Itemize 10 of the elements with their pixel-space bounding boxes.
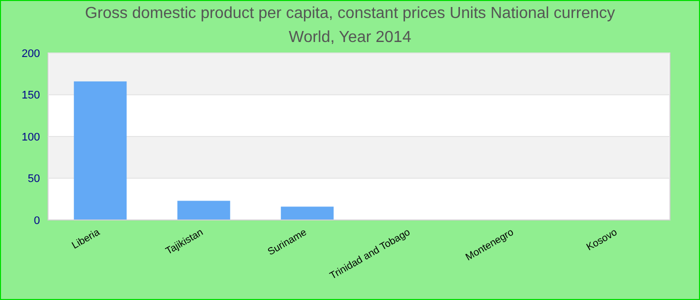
chart-title: Gross domestic product per capita, constant prices Units National currency (84, 5, 616, 22)
bar (177, 200, 230, 220)
y-tick-label: 150 (22, 90, 40, 102)
y-tick-label: 0 (34, 214, 40, 227)
y-tick-label: 200 (22, 48, 40, 60)
bar (74, 81, 127, 220)
chart-subtitle: World, Year 2014 (288, 29, 412, 46)
bar (280, 206, 334, 220)
y-tick-label: 100 (22, 131, 40, 144)
y-tick-label: 50 (28, 173, 40, 186)
